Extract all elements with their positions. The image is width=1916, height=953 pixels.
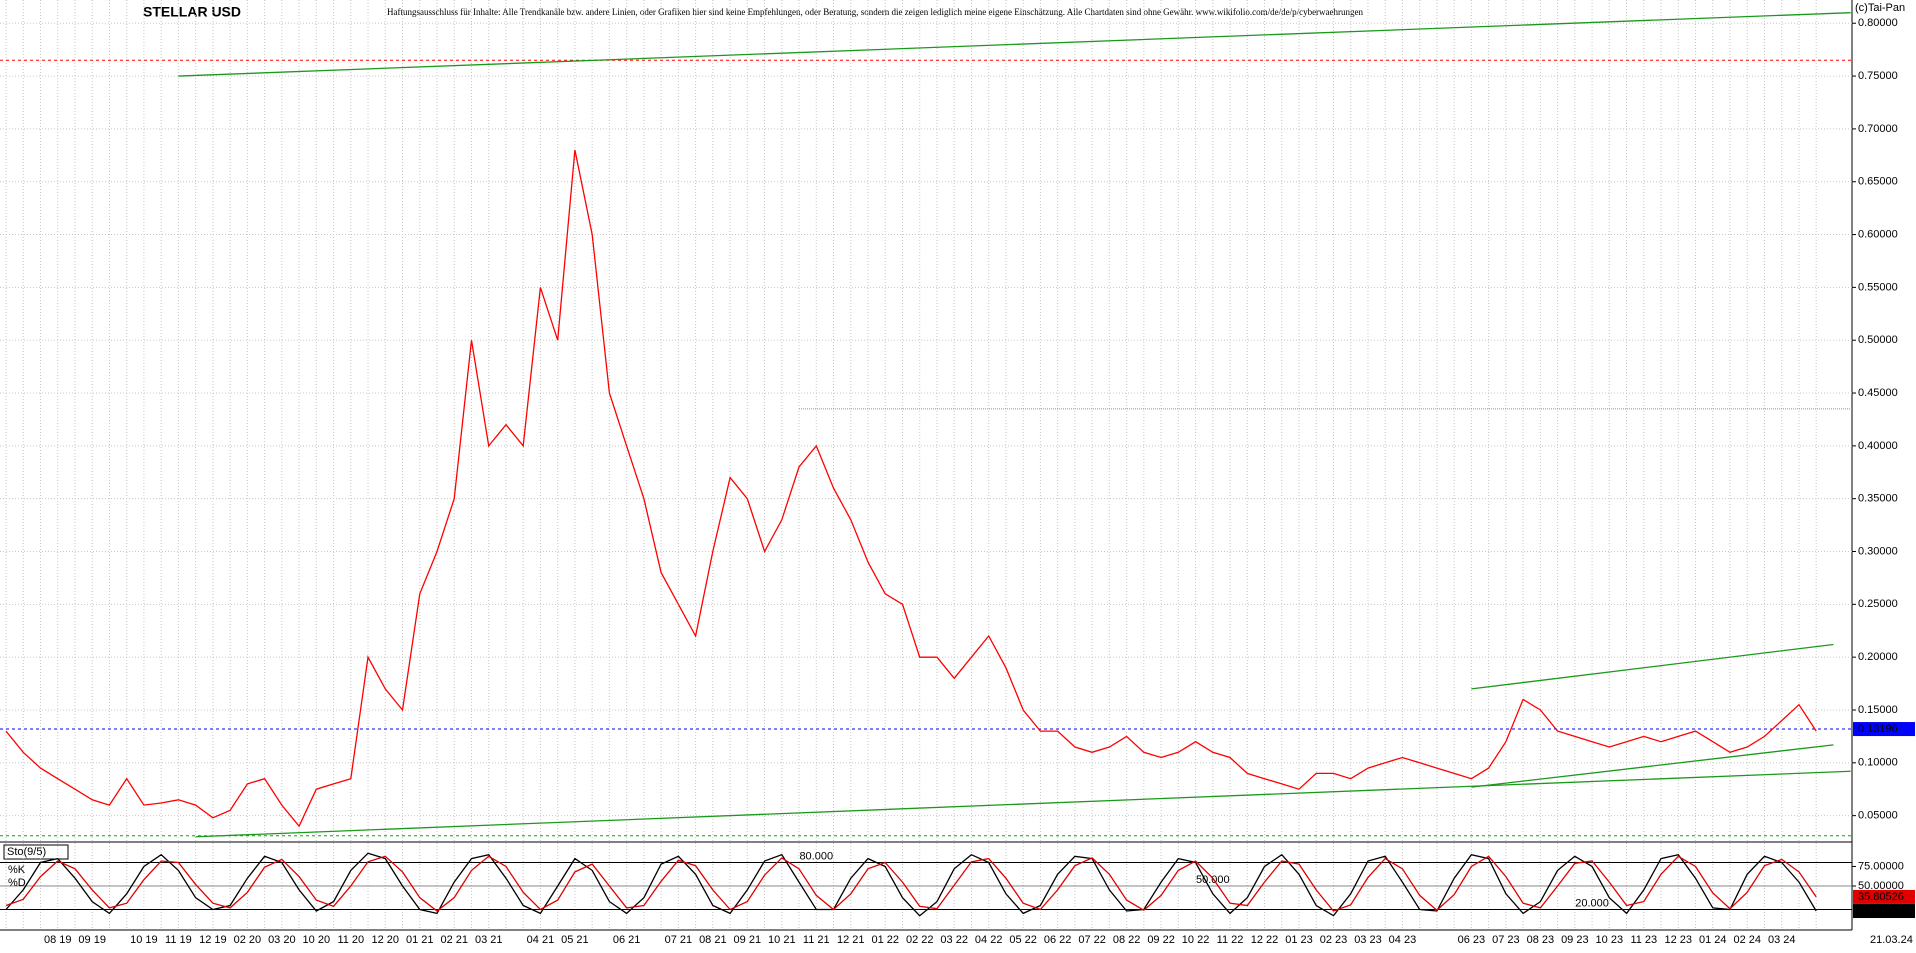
- trend-line: [195, 770, 1851, 838]
- x-tick-label: 03 23: [1354, 934, 1382, 946]
- x-tick-label: 09 19: [78, 934, 106, 946]
- y-tick-label: 0.30000: [1858, 545, 1898, 557]
- x-tick-label: 04 23: [1389, 934, 1417, 946]
- price-label: 0.13196: [1858, 723, 1898, 735]
- x-tick-label: 10 23: [1596, 934, 1624, 946]
- x-tick-label: 05 22: [1009, 934, 1037, 946]
- x-tick-label: 10 22: [1182, 934, 1210, 946]
- x-tick-label: 09 21: [734, 934, 762, 946]
- y-tick-label: 0.80000: [1858, 17, 1898, 29]
- x-tick-label: 11 20: [337, 934, 364, 946]
- x-tick-label: 04 21: [527, 934, 555, 946]
- x-tick-label: 04 22: [975, 934, 1003, 946]
- chart-title: STELLAR USD: [143, 4, 241, 20]
- y-tick-label: 75.00000: [1858, 860, 1904, 872]
- x-tick-label: 02 20: [234, 934, 262, 946]
- x-tick-label: 09 23: [1561, 934, 1589, 946]
- indicator-box: [3, 844, 69, 860]
- x-tick-label: 10 19: [130, 934, 158, 946]
- series-line: [5, 852, 1817, 917]
- legend-entry: %K: [8, 864, 26, 876]
- x-tick-label: 01 24: [1699, 934, 1727, 946]
- x-tick-label: 12 22: [1251, 934, 1279, 946]
- y-tick-label: 0.20000: [1858, 651, 1898, 663]
- x-tick-label: 03 24: [1768, 934, 1796, 946]
- x-tick-label: 02 21: [440, 934, 468, 946]
- y-tick-label: 0.75000: [1858, 70, 1898, 82]
- last-date: 21.03.24: [1870, 934, 1913, 946]
- y-tick-label: 0.05000: [1858, 810, 1898, 822]
- x-tick-label: 08 23: [1527, 934, 1555, 946]
- x-tick-label: 02 22: [906, 934, 934, 946]
- x-tick-label: 01 22: [871, 934, 899, 946]
- x-tick-label: 06 21: [613, 934, 641, 946]
- level-label: 80.000: [799, 850, 833, 862]
- level-label: 50.000: [1196, 874, 1230, 886]
- trend-line: [178, 12, 1851, 77]
- x-tick-label: 03 20: [268, 934, 296, 946]
- series-line: [5, 855, 1817, 912]
- value-label-box: [1853, 904, 1915, 919]
- y-tick-label: 0.55000: [1858, 281, 1898, 293]
- x-tick-label: 01 21: [406, 934, 434, 946]
- value-label: 35.80526: [1858, 891, 1904, 903]
- legend-entry: %D: [8, 877, 26, 889]
- x-tick-label: 11 19: [165, 934, 192, 946]
- y-tick-label: 0.70000: [1858, 123, 1898, 135]
- x-tick-label: 01 23: [1285, 934, 1313, 946]
- trend-line: [1471, 744, 1834, 788]
- x-tick-label: 08 19: [44, 934, 72, 946]
- x-tick-label: 12 19: [199, 934, 227, 946]
- y-tick-label: 0.15000: [1858, 704, 1898, 716]
- price-label-box: [1853, 722, 1915, 737]
- x-tick-label: 12 20: [372, 934, 400, 946]
- value-label-box: [1853, 889, 1915, 904]
- x-tick-label: 03 22: [940, 934, 968, 946]
- series-line: [5, 149, 1817, 828]
- x-tick-label: 07 21: [665, 934, 693, 946]
- x-tick-label: 08 22: [1113, 934, 1141, 946]
- y-tick-label: 0.65000: [1858, 176, 1898, 188]
- value-label: 17.60942: [1858, 905, 1904, 917]
- x-tick-label: 07 23: [1492, 934, 1520, 946]
- x-tick-label: 02 24: [1733, 934, 1761, 946]
- x-tick-label: 11 21: [803, 934, 830, 946]
- x-tick-label: 10 21: [768, 934, 796, 946]
- x-tick-label: 09 22: [1147, 934, 1175, 946]
- x-tick-label: 11 23: [1630, 934, 1657, 946]
- x-tick-label: 03 21: [475, 934, 503, 946]
- x-tick-label: 05 21: [561, 934, 589, 946]
- y-tick-label: 0.50000: [1858, 334, 1898, 346]
- y-tick-label: 0.35000: [1858, 493, 1898, 505]
- x-tick-label: 10 20: [303, 934, 331, 946]
- y-tick-label: 0.45000: [1858, 387, 1898, 399]
- level-label: 20.000: [1575, 897, 1609, 909]
- indicator-title: Sto(9/5): [7, 846, 46, 858]
- y-tick-label: 0.60000: [1858, 228, 1898, 240]
- copyright: (c)Tai-Pan: [1855, 2, 1905, 14]
- y-tick-label: 0.25000: [1858, 598, 1898, 610]
- x-tick-label: 11 22: [1217, 934, 1244, 946]
- y-tick-label: 50.00000: [1858, 880, 1904, 892]
- trend-line: [1471, 643, 1834, 690]
- x-tick-label: 08 21: [699, 934, 727, 946]
- x-tick-label: 02 23: [1320, 934, 1348, 946]
- x-tick-label: 12 23: [1665, 934, 1693, 946]
- x-tick-label: 06 22: [1044, 934, 1072, 946]
- y-tick-label: 0.40000: [1858, 440, 1898, 452]
- x-tick-label: 12 21: [837, 934, 865, 946]
- x-tick-label: 07 22: [1078, 934, 1106, 946]
- y-tick-label: 0.10000: [1858, 757, 1898, 769]
- disclaimer: Haftungsausschluss für Inhalte: Alle Tre…: [387, 7, 1364, 17]
- x-tick-label: 06 23: [1458, 934, 1486, 946]
